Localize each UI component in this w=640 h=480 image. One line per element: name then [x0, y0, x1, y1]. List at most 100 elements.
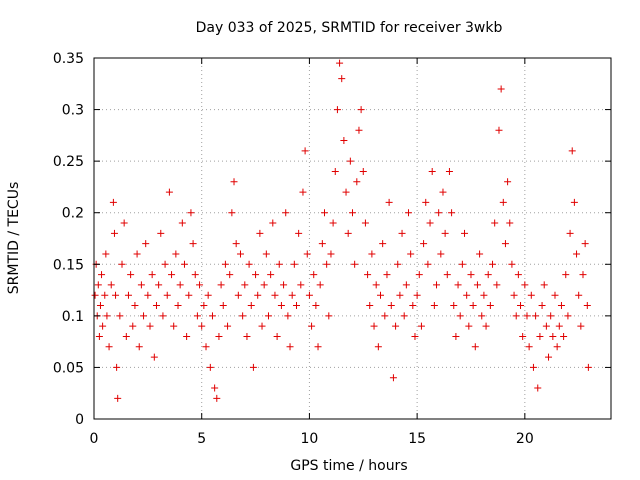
data-point — [198, 322, 206, 330]
data-point — [122, 332, 130, 340]
data-point — [110, 229, 118, 237]
y-tick-label: 0.05 — [53, 360, 84, 376]
data-point — [359, 167, 367, 175]
data-point — [560, 332, 568, 340]
data-point — [344, 229, 352, 237]
data-point — [245, 260, 253, 268]
data-point — [109, 198, 117, 206]
data-point — [299, 188, 307, 196]
data-point — [318, 240, 326, 248]
data-point — [512, 312, 520, 320]
data-point — [204, 291, 212, 299]
y-tick-label: 0.2 — [62, 206, 84, 222]
data-point — [493, 281, 501, 289]
data-point — [340, 137, 348, 145]
data-point — [452, 332, 460, 340]
y-tick-label: 0.1 — [62, 309, 84, 325]
data-point — [540, 281, 548, 289]
data-point — [353, 178, 361, 186]
data-point — [129, 322, 137, 330]
data-point — [271, 291, 279, 299]
y-tick-label: 0.35 — [53, 51, 84, 67]
data-point — [568, 147, 576, 155]
data-point — [521, 281, 529, 289]
data-point — [538, 302, 546, 310]
data-point — [525, 343, 533, 351]
data-point — [336, 59, 344, 67]
data-point — [196, 281, 204, 289]
data-point — [211, 384, 219, 392]
data-point — [247, 302, 255, 310]
data-point — [187, 209, 195, 217]
data-point — [398, 229, 406, 237]
data-point — [357, 106, 365, 114]
data-point — [564, 312, 572, 320]
data-point — [174, 302, 182, 310]
data-point — [527, 291, 535, 299]
data-point — [127, 271, 135, 279]
data-point — [133, 250, 141, 258]
data-point — [137, 281, 145, 289]
data-point — [417, 322, 425, 330]
data-point — [463, 291, 471, 299]
data-point — [95, 332, 103, 340]
data-point — [517, 302, 525, 310]
data-point — [450, 302, 458, 310]
data-point — [381, 312, 389, 320]
data-point — [112, 291, 120, 299]
data-point — [445, 167, 453, 175]
data-point — [389, 374, 397, 382]
data-point — [379, 240, 387, 248]
data-point — [368, 250, 376, 258]
data-point — [320, 209, 328, 217]
data-point — [333, 106, 341, 114]
data-point — [316, 281, 324, 289]
data-point — [232, 240, 240, 248]
data-point — [269, 219, 277, 227]
data-point — [114, 394, 122, 402]
plot-frame — [93, 57, 612, 420]
data-point — [249, 363, 257, 371]
data-point — [510, 291, 518, 299]
data-point — [584, 363, 592, 371]
data-point — [185, 291, 193, 299]
data-point — [180, 260, 188, 268]
data-point — [168, 271, 176, 279]
data-point — [349, 209, 356, 217]
data-point — [189, 240, 197, 248]
data-point — [547, 312, 555, 320]
data-point — [135, 343, 143, 351]
data-point — [364, 271, 372, 279]
data-point — [514, 271, 522, 279]
data-point — [329, 219, 337, 227]
data-point — [206, 363, 214, 371]
data-point — [102, 250, 110, 258]
data-point — [124, 291, 132, 299]
data-point — [351, 260, 359, 268]
data-point — [536, 332, 544, 340]
data-point — [116, 312, 124, 320]
data-point — [172, 250, 180, 258]
data-point — [260, 281, 268, 289]
data-point — [545, 353, 553, 361]
data-point — [497, 85, 505, 93]
data-point — [217, 281, 225, 289]
chart-title: Day 033 of 2025, SRMTID for receiver 3wk… — [196, 20, 503, 36]
data-point — [228, 209, 236, 217]
data-point — [374, 343, 382, 351]
data-point — [118, 260, 126, 268]
data-point — [267, 271, 275, 279]
data-point — [435, 209, 443, 217]
data-point — [476, 250, 484, 258]
data-point — [370, 322, 378, 330]
data-point — [465, 322, 473, 330]
data-point — [213, 394, 221, 402]
data-point — [439, 188, 447, 196]
data-point — [415, 271, 423, 279]
data-point — [409, 302, 417, 310]
x-tick-label: 5 — [197, 431, 206, 447]
data-point — [366, 302, 374, 310]
data-point — [258, 322, 266, 330]
data-point — [420, 240, 428, 248]
